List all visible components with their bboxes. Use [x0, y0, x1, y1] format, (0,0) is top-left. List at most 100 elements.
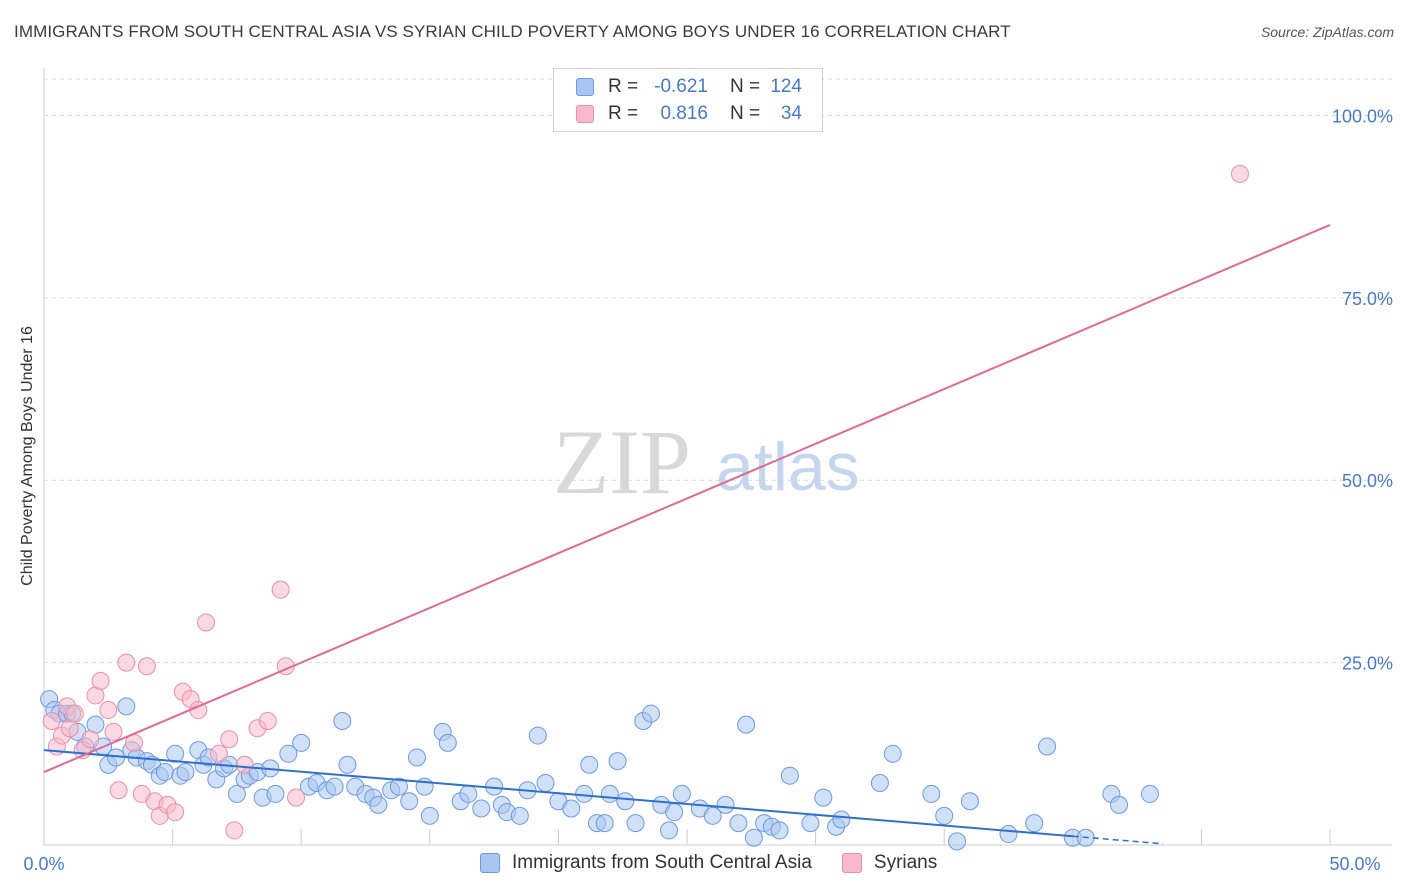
legend-swatch-blue	[576, 78, 594, 96]
data-point-blue	[292, 733, 311, 752]
data-point-blue	[266, 784, 285, 803]
data-point-blue	[960, 792, 979, 811]
x-tick-label: 0.0%	[23, 854, 64, 874]
trend-line-blue	[43, 749, 1073, 838]
legend-item-blue[interactable]: Immigrants from South Central Asia	[480, 852, 812, 874]
data-point-blue	[400, 792, 419, 811]
data-point-blue	[510, 806, 529, 825]
data-point-blue	[325, 777, 344, 796]
tick-labels: 25.0% 50.0% 75.0% 100.0% 0.0% 50.0%	[23, 106, 1393, 874]
trend-lines	[43, 223, 1331, 845]
data-point-pink	[225, 821, 244, 840]
data-point-blue	[948, 832, 967, 851]
data-point-pink	[91, 671, 110, 690]
data-point-blue	[729, 814, 748, 833]
legend-item-pink[interactable]: Syrians	[841, 852, 938, 874]
watermark: ZIP atlas	[553, 411, 860, 513]
data-point-blue	[1038, 737, 1057, 756]
data-point-blue	[155, 763, 174, 782]
data-point-blue	[166, 744, 185, 763]
data-point-blue	[227, 784, 246, 803]
data-point-blue	[770, 821, 789, 840]
source-label: Source: ZipAtlas.com	[1260, 24, 1394, 40]
data-point-blue	[883, 744, 902, 763]
data-point-blue	[744, 828, 763, 847]
data-point-blue	[459, 784, 478, 803]
trend-line-blue-extension	[1072, 835, 1163, 845]
data-point-blue	[1110, 795, 1129, 814]
legend-swatch-blue	[480, 853, 500, 873]
data-point-blue	[672, 784, 691, 803]
data-point-blue	[407, 748, 426, 767]
data-point-blue	[536, 773, 555, 792]
data-point-blue	[438, 733, 457, 752]
legend-r-value-pink: 0.816	[660, 103, 708, 124]
data-point-blue	[117, 697, 136, 716]
legend-label-pink: Syrians	[873, 852, 938, 873]
legend-row-blue: R = -0.621 N = 124	[576, 75, 802, 99]
data-point-pink	[1230, 164, 1249, 183]
x-tick-label: 50.0%	[1329, 854, 1380, 874]
data-point-pink	[166, 803, 185, 822]
data-point-blue	[562, 799, 581, 818]
data-point-pink	[235, 755, 254, 774]
data-point-blue	[737, 715, 756, 734]
data-point-pink	[81, 730, 100, 749]
data-point-pink	[99, 701, 118, 720]
data-point-pink	[137, 657, 156, 676]
data-point-blue	[608, 752, 627, 771]
data-point-blue	[338, 755, 357, 774]
data-point-blue	[1140, 784, 1159, 803]
legend-r-label: R =	[608, 103, 639, 124]
legend-swatch-pink	[576, 105, 594, 123]
data-point-pink	[258, 711, 277, 730]
data-point-pink	[65, 704, 84, 723]
data-point-blue	[472, 799, 491, 818]
chart-title: IMMIGRANTS FROM SOUTH CENTRAL ASIA VS SY…	[14, 22, 1011, 41]
data-point-blue	[870, 773, 889, 792]
data-point-pink	[271, 580, 290, 599]
data-point-blue	[595, 814, 614, 833]
watermark-atlas: atlas	[716, 429, 860, 505]
data-point-blue	[641, 704, 660, 723]
data-point-blue	[1025, 814, 1044, 833]
data-point-blue	[279, 744, 298, 763]
data-point-blue	[659, 821, 678, 840]
y-tick-label: 25.0%	[1342, 654, 1393, 674]
legend-n-label: N =	[730, 76, 761, 97]
data-point-blue	[665, 803, 684, 822]
data-point-blue	[389, 777, 408, 796]
data-point-blue	[626, 814, 645, 833]
legend-r-label: R =	[608, 76, 639, 97]
data-point-blue	[716, 795, 735, 814]
y-axis-label: Child Poverty Among Boys Under 16	[19, 326, 36, 586]
data-point-pink	[109, 781, 128, 800]
stats-legend: R = -0.621 N = 124 R = 0.816 N = 34	[553, 68, 823, 132]
data-point-blue	[369, 795, 388, 814]
y-tick-label: 75.0%	[1342, 289, 1393, 309]
data-point-blue	[528, 726, 547, 745]
data-point-blue	[999, 825, 1018, 844]
data-point-blue	[333, 711, 352, 730]
data-point-blue	[580, 755, 599, 774]
legend-n-value-pink: 34	[780, 103, 802, 124]
data-point-blue	[600, 784, 619, 803]
trend-line-pink	[43, 223, 1331, 773]
data-point-blue	[616, 792, 635, 811]
data-point-blue	[703, 806, 722, 825]
data-point-pink	[117, 653, 136, 672]
data-point-pink	[104, 722, 123, 741]
data-point-blue	[935, 806, 954, 825]
data-point-pink	[209, 744, 228, 763]
data-point-blue	[922, 784, 941, 803]
data-point-pink	[287, 788, 306, 807]
legend-swatch-pink	[841, 853, 862, 873]
data-point-blue	[801, 814, 820, 833]
legend-label-blue: Immigrants from South Central Asia	[512, 852, 812, 873]
data-point-blue	[832, 810, 851, 829]
legend-row-pink: R = 0.816 N = 34	[576, 102, 802, 126]
legend-n-value-blue: 124	[770, 76, 802, 97]
data-point-blue	[814, 788, 833, 807]
data-point-blue	[176, 763, 195, 782]
